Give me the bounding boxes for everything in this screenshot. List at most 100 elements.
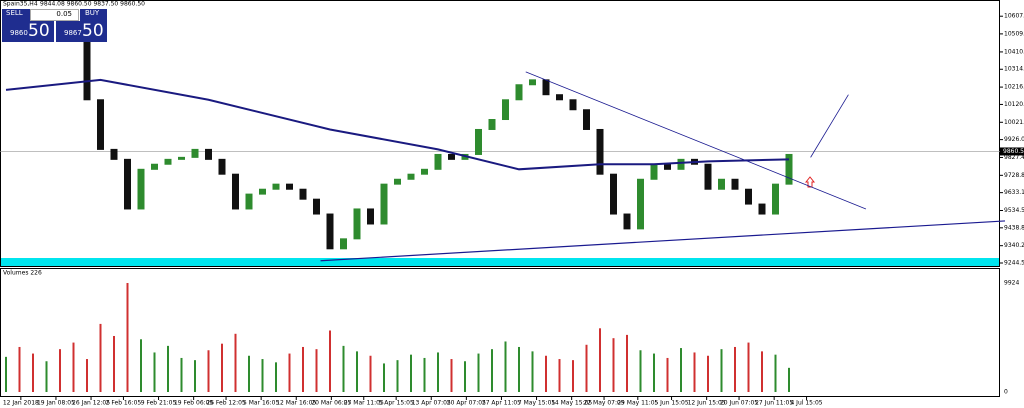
y-tick-label: 10509.90 [1004, 30, 1024, 37]
candle [596, 128, 604, 175]
sell-quote[interactable]: 9860 50 [2, 21, 54, 42]
ohlc: 9844.08 9860.50 9837.50 9860.50 [40, 1, 145, 8]
x-tick-label: 12 Mar 16:05 [276, 400, 316, 407]
candle [731, 178, 739, 190]
volume-title: Volumes 226 [3, 270, 42, 277]
candle [259, 188, 266, 195]
candle [191, 148, 199, 158]
candle [380, 183, 388, 225]
y-tick-label: 9244.50 [1004, 260, 1024, 267]
x-tick-label: 26 Jan 12:05 [72, 400, 110, 407]
volume-frame [0, 268, 1000, 397]
candle [205, 148, 212, 160]
candle [583, 109, 590, 130]
candle [326, 213, 334, 250]
candle [353, 208, 361, 240]
y-tick-label: 9728.80 [1004, 172, 1024, 179]
candle [434, 153, 442, 170]
candle [110, 148, 118, 160]
y-tick-label: 10607.50 [1004, 13, 1024, 20]
buy-quote[interactable]: 9867 50 [56, 21, 107, 42]
x-tick-label: 20 Jun 07:05 [720, 400, 758, 407]
x-tick-label: 12 Jun 15:05 [688, 400, 726, 407]
candle [124, 158, 131, 210]
x-tick-label: 27 Apr 11:05 [482, 400, 521, 407]
x-tick-label: 7 May 15:05 [518, 400, 556, 407]
y-tick-label: 10021.70 [1004, 119, 1024, 126]
y-tick-label: 0 [1004, 389, 1008, 396]
candle [623, 213, 631, 230]
buy-price: 9867 [64, 29, 82, 37]
candle [232, 173, 239, 210]
candle [299, 188, 307, 200]
trend-line [320, 220, 1006, 262]
sell-big: 50 [28, 21, 50, 41]
candle [542, 79, 550, 96]
y-tick-label: 9340.20 [1004, 242, 1024, 249]
x-tick-label: 5 Jun 15:05 [654, 400, 688, 407]
candle [772, 183, 779, 215]
sell-label: SELL [6, 9, 23, 17]
candle [178, 156, 185, 160]
candle [245, 193, 253, 210]
candle [394, 178, 401, 185]
trend-line [525, 71, 867, 210]
sell-button[interactable]: SELL [2, 9, 30, 21]
x-tick-label: 27 Jun 11:05 [755, 400, 793, 407]
lot-input[interactable]: 0.05 [30, 9, 79, 21]
candle [718, 178, 725, 190]
candle [745, 188, 752, 205]
lot: 0.05 [56, 10, 72, 18]
moving-average [5, 78, 790, 171]
y-tick-label: 9926.00 [1004, 136, 1024, 143]
y-tick-label: 9827.40 [1004, 154, 1024, 161]
buy-button[interactable]: BUY [80, 9, 107, 21]
price-label: 9860.50 [1003, 148, 1024, 155]
candle [650, 163, 658, 180]
x-tick-label: 29 May 11:05 [617, 400, 658, 407]
y-tick-label: 10410.30 [1004, 48, 1024, 55]
candle [448, 153, 455, 160]
price-box [1000, 147, 1024, 156]
candle [367, 208, 374, 225]
candle [488, 119, 496, 130]
main-frame [0, 0, 1000, 267]
buy-label: BUY [85, 9, 100, 17]
candle [758, 203, 766, 215]
candle [340, 238, 347, 250]
x-tick-label: 2 Feb 16:05 [106, 400, 142, 407]
candle [151, 163, 158, 170]
candle [502, 99, 509, 121]
x-tick-label: 19 Jan 08:05 [37, 400, 75, 407]
x-tick-label: 27 Mar 11:05 [344, 400, 384, 407]
x-tick-label: 22 May 07:05 [583, 400, 624, 407]
x-tick-label: 4 Jul 15:05 [790, 400, 822, 407]
y-tick-label: 9534.50 [1004, 207, 1024, 214]
candle [677, 158, 685, 170]
candle [421, 168, 428, 175]
candle [704, 163, 712, 190]
x-tick-label: 14 May 15:05 [551, 400, 592, 407]
candle [407, 173, 415, 180]
candle [475, 128, 482, 155]
x-tick-label: 13 Apr 07:05 [412, 400, 451, 407]
candle [637, 178, 644, 230]
y-tick-label: 9633.10 [1004, 189, 1024, 196]
candle [610, 173, 617, 215]
candle [286, 183, 293, 190]
y-tick-label: 10216.00 [1004, 84, 1024, 91]
x-tick-label: 5 Apr 15:05 [378, 400, 413, 407]
candle [97, 99, 104, 150]
candle [83, 39, 91, 101]
x-tick-label: 20 Mar 06:05 [311, 400, 351, 407]
sell-price: 9860 [10, 29, 28, 37]
x-tick-label: 19 Feb 06:05 [174, 400, 214, 407]
trade-panel: SELL 0.05 BUY 9860 50 9867 50 [2, 9, 107, 42]
x-tick-label: 5 Mar 16:05 [243, 400, 279, 407]
buy-big: 50 [82, 21, 104, 41]
candle [785, 153, 793, 185]
candle [664, 163, 671, 170]
y-tick-label: 10120.30 [1004, 101, 1024, 108]
y-tick-label: 10314.60 [1004, 66, 1024, 73]
